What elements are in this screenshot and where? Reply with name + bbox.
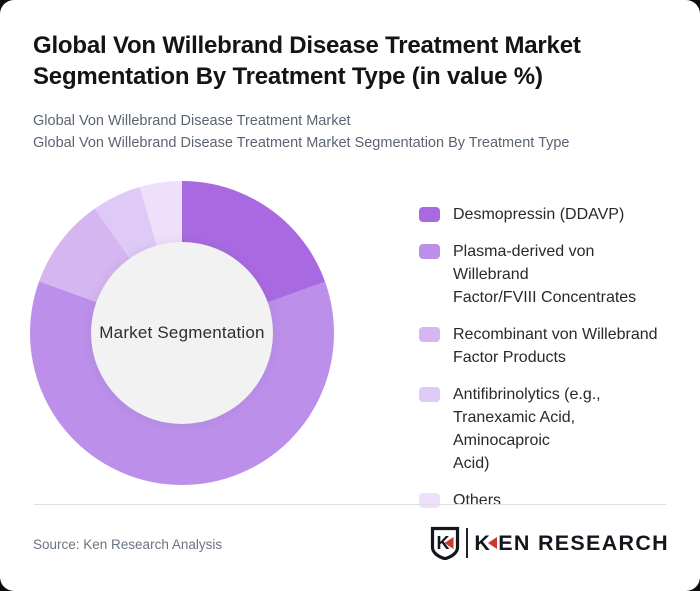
- ken-research-logo: K K EN RESEARCH: [430, 526, 669, 560]
- legend-item: Desmopressin (DDAVP): [419, 203, 669, 226]
- legend-label: Plasma-derived von Willebrand Factor/FVI…: [453, 243, 637, 306]
- legend-label: Desmopressin (DDAVP): [453, 206, 625, 223]
- page-title: Global Von Willebrand Disease Treatment …: [33, 32, 581, 90]
- source-text: Source: Ken Research Analysis: [33, 537, 223, 552]
- legend-swatch: [419, 387, 440, 402]
- legend-item: Plasma-derived von Willebrand Factor/FVI…: [419, 240, 669, 309]
- legend-label: Recombinant von Willebrand Factor Produc…: [453, 326, 658, 366]
- footer-divider: [34, 504, 666, 505]
- logo-shield-icon: K: [430, 526, 459, 560]
- legend-item: Antifibrinolytics (e.g., Tranexamic Acid…: [419, 383, 669, 475]
- donut-center-label: Market Segmentation: [99, 323, 265, 342]
- donut-chart: Market Segmentation: [30, 181, 334, 485]
- legend-swatch: [419, 327, 440, 342]
- legend-swatch: [419, 493, 440, 508]
- subtitle-line-1: Global Von Willebrand Disease Treatment …: [33, 113, 351, 129]
- legend-item: Others: [419, 489, 669, 512]
- wordmark-k: K: [474, 530, 492, 555]
- legend-label: Others: [453, 492, 502, 509]
- legend-swatch: [419, 244, 440, 259]
- logo-divider: [465, 528, 469, 558]
- subtitle-line-2: Global Von Willebrand Disease Treatment …: [33, 134, 570, 151]
- logo-wordmark: K EN RESEARCH: [474, 531, 669, 556]
- donut-center: Market Segmentation: [91, 242, 273, 424]
- subtitle-block: Global Von Willebrand Disease Treatment …: [33, 111, 570, 154]
- logo-shield-letter: K: [436, 533, 449, 553]
- chart-legend: Desmopressin (DDAVP) Plasma-derived von …: [419, 203, 669, 512]
- logo-shield-arrow-icon: [444, 537, 454, 549]
- wordmark-rest: EN RESEARCH: [498, 530, 669, 555]
- legend-label: Antifibrinolytics (e.g., Tranexamic Acid…: [453, 386, 601, 472]
- red-arrow-icon: [488, 537, 498, 549]
- legend-item: Recombinant von Willebrand Factor Produc…: [419, 323, 669, 369]
- legend-swatch: [419, 207, 440, 222]
